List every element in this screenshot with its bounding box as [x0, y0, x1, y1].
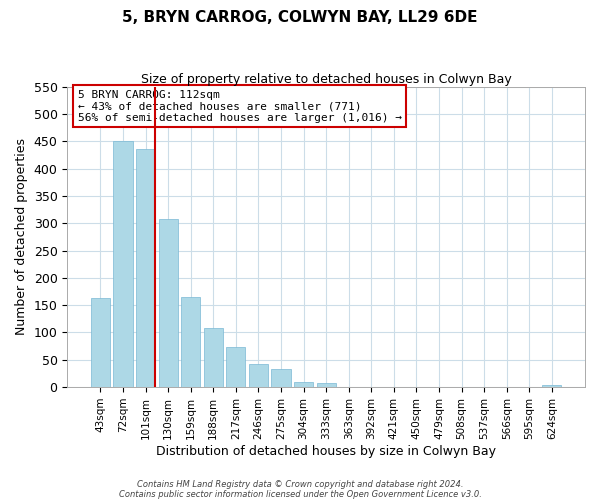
- Bar: [542, 386, 562, 387]
- Bar: [158, 219, 178, 387]
- Title: Size of property relative to detached houses in Colwyn Bay: Size of property relative to detached ho…: [141, 72, 512, 86]
- Bar: [136, 150, 155, 387]
- Bar: [226, 346, 245, 387]
- Text: 5 BRYN CARROG: 112sqm
← 43% of detached houses are smaller (771)
56% of semi-det: 5 BRYN CARROG: 112sqm ← 43% of detached …: [77, 90, 401, 123]
- Bar: [203, 328, 223, 387]
- Bar: [317, 382, 336, 387]
- Bar: [181, 297, 200, 387]
- Text: 5, BRYN CARROG, COLWYN BAY, LL29 6DE: 5, BRYN CARROG, COLWYN BAY, LL29 6DE: [122, 10, 478, 25]
- Text: Contains HM Land Registry data © Crown copyright and database right 2024.
Contai: Contains HM Land Registry data © Crown c…: [119, 480, 481, 499]
- Bar: [91, 298, 110, 387]
- Bar: [271, 369, 290, 387]
- X-axis label: Distribution of detached houses by size in Colwyn Bay: Distribution of detached houses by size …: [156, 444, 496, 458]
- Bar: [113, 142, 133, 387]
- Bar: [294, 382, 313, 387]
- Bar: [249, 364, 268, 387]
- Y-axis label: Number of detached properties: Number of detached properties: [15, 138, 28, 336]
